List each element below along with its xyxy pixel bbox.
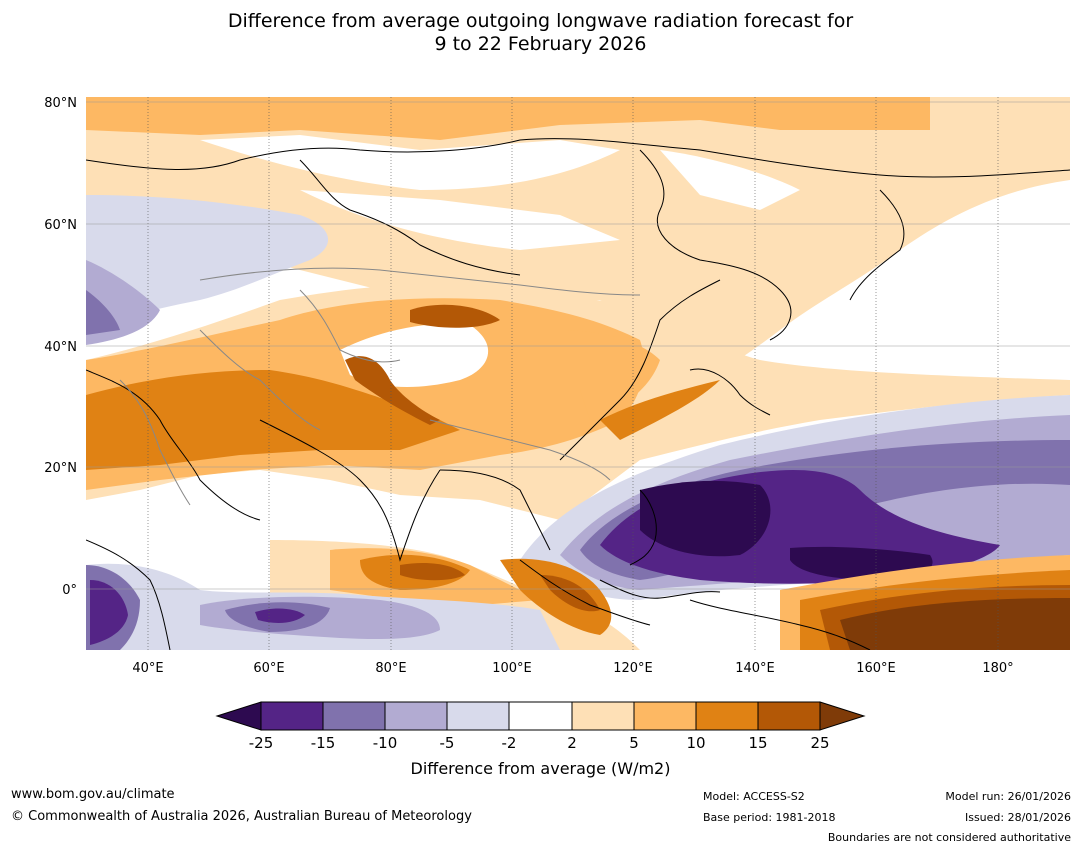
colorbar-under-arrow bbox=[215, 701, 262, 731]
colorbar-swatch bbox=[446, 701, 510, 731]
boundaries-disclaimer: Boundaries are not considered authoritat… bbox=[827, 831, 1071, 844]
model-name: Model: ACCESS-S2 bbox=[703, 790, 805, 803]
title-line-1: Difference from average outgoing longwav… bbox=[227, 10, 854, 32]
colorbar-swatch bbox=[384, 701, 448, 731]
colorbar-tick-label: -15 bbox=[311, 734, 336, 752]
colorbar-tick-label: 5 bbox=[629, 734, 639, 752]
colorbar-swatch bbox=[571, 701, 635, 731]
anomaly-region bbox=[255, 608, 305, 623]
anomaly-region bbox=[410, 304, 500, 328]
lat-label-0: 0° bbox=[62, 583, 77, 598]
colorbar-tick-label: 10 bbox=[686, 734, 705, 752]
lon-label-60e: 60°E bbox=[253, 661, 284, 676]
colorbar-tick-label: 15 bbox=[748, 734, 767, 752]
lon-label-140e: 140°E bbox=[735, 661, 775, 676]
lat-label-60n: 60°N bbox=[44, 218, 77, 233]
colorbar-tick-label: 2 bbox=[567, 734, 577, 752]
anomaly-region bbox=[90, 580, 128, 645]
lon-label-160e: 160°E bbox=[856, 661, 896, 676]
title-line-2: 9 to 22 February 2026 bbox=[434, 33, 647, 55]
anomaly-region bbox=[86, 195, 329, 330]
colorbar: -25 -15 -10 -5 -2 2 5 10 15 25 bbox=[215, 701, 866, 752]
anomaly-field bbox=[86, 97, 1070, 650]
anomaly-region bbox=[560, 330, 660, 420]
colorbar-tick-label: -5 bbox=[440, 734, 455, 752]
website-url: www.bom.gov.au/climate bbox=[11, 787, 175, 802]
parallel-gridlines bbox=[86, 101, 1070, 590]
anomaly-region bbox=[660, 150, 800, 210]
colorbar-swatch bbox=[322, 701, 386, 731]
meridian-gridlines bbox=[147, 97, 999, 650]
anomaly-region bbox=[500, 558, 612, 635]
lon-label-180: 180° bbox=[982, 661, 1013, 676]
colorbar-tick-label: -25 bbox=[249, 734, 274, 752]
issued-date: Issued: 28/01/2026 bbox=[964, 811, 1071, 824]
lat-label-80n: 80°N bbox=[44, 96, 77, 111]
colorbar-tick-label: 25 bbox=[810, 734, 829, 752]
base-period: Base period: 1981-2018 bbox=[703, 811, 836, 824]
lat-label-20n: 20°N bbox=[44, 461, 77, 476]
anomaly-region bbox=[86, 290, 120, 335]
colorbar-swatch bbox=[633, 701, 697, 731]
anomaly-region bbox=[400, 563, 465, 581]
colorbar-swatch bbox=[757, 701, 821, 731]
lon-label-80e: 80°E bbox=[375, 661, 406, 676]
anomaly-region bbox=[345, 356, 440, 425]
lat-label-40n: 40°N bbox=[44, 340, 77, 355]
anomaly-region bbox=[300, 190, 620, 250]
country-borders bbox=[119, 267, 641, 506]
chart-title: Difference from average outgoing longwav… bbox=[0, 10, 1081, 56]
model-run-date: Model run: 26/01/2026 bbox=[945, 790, 1071, 803]
colorbar-swatch bbox=[695, 701, 759, 731]
lon-label-100e: 100°E bbox=[492, 661, 532, 676]
colorbar-over-arrow bbox=[819, 701, 866, 731]
colorbar-title: Difference from average (W/m2) bbox=[410, 759, 671, 778]
lon-label-40e: 40°E bbox=[132, 661, 163, 676]
lon-label-120e: 120°E bbox=[613, 661, 653, 676]
colorbar-swatch bbox=[508, 701, 573, 731]
colorbar-tick-label: -2 bbox=[502, 734, 517, 752]
colorbar-tick-label: -10 bbox=[373, 734, 398, 752]
colorbar-swatch bbox=[260, 701, 324, 731]
anomaly-region bbox=[600, 380, 720, 440]
coastlines bbox=[86, 138, 1070, 650]
anomaly-region bbox=[840, 598, 1070, 650]
copyright-text: © Commonwealth of Australia 2026, Austra… bbox=[11, 809, 472, 824]
anomaly-region bbox=[86, 97, 930, 140]
anomaly-region bbox=[86, 370, 460, 470]
anomaly-region bbox=[640, 480, 771, 557]
anomaly-region bbox=[190, 495, 500, 560]
